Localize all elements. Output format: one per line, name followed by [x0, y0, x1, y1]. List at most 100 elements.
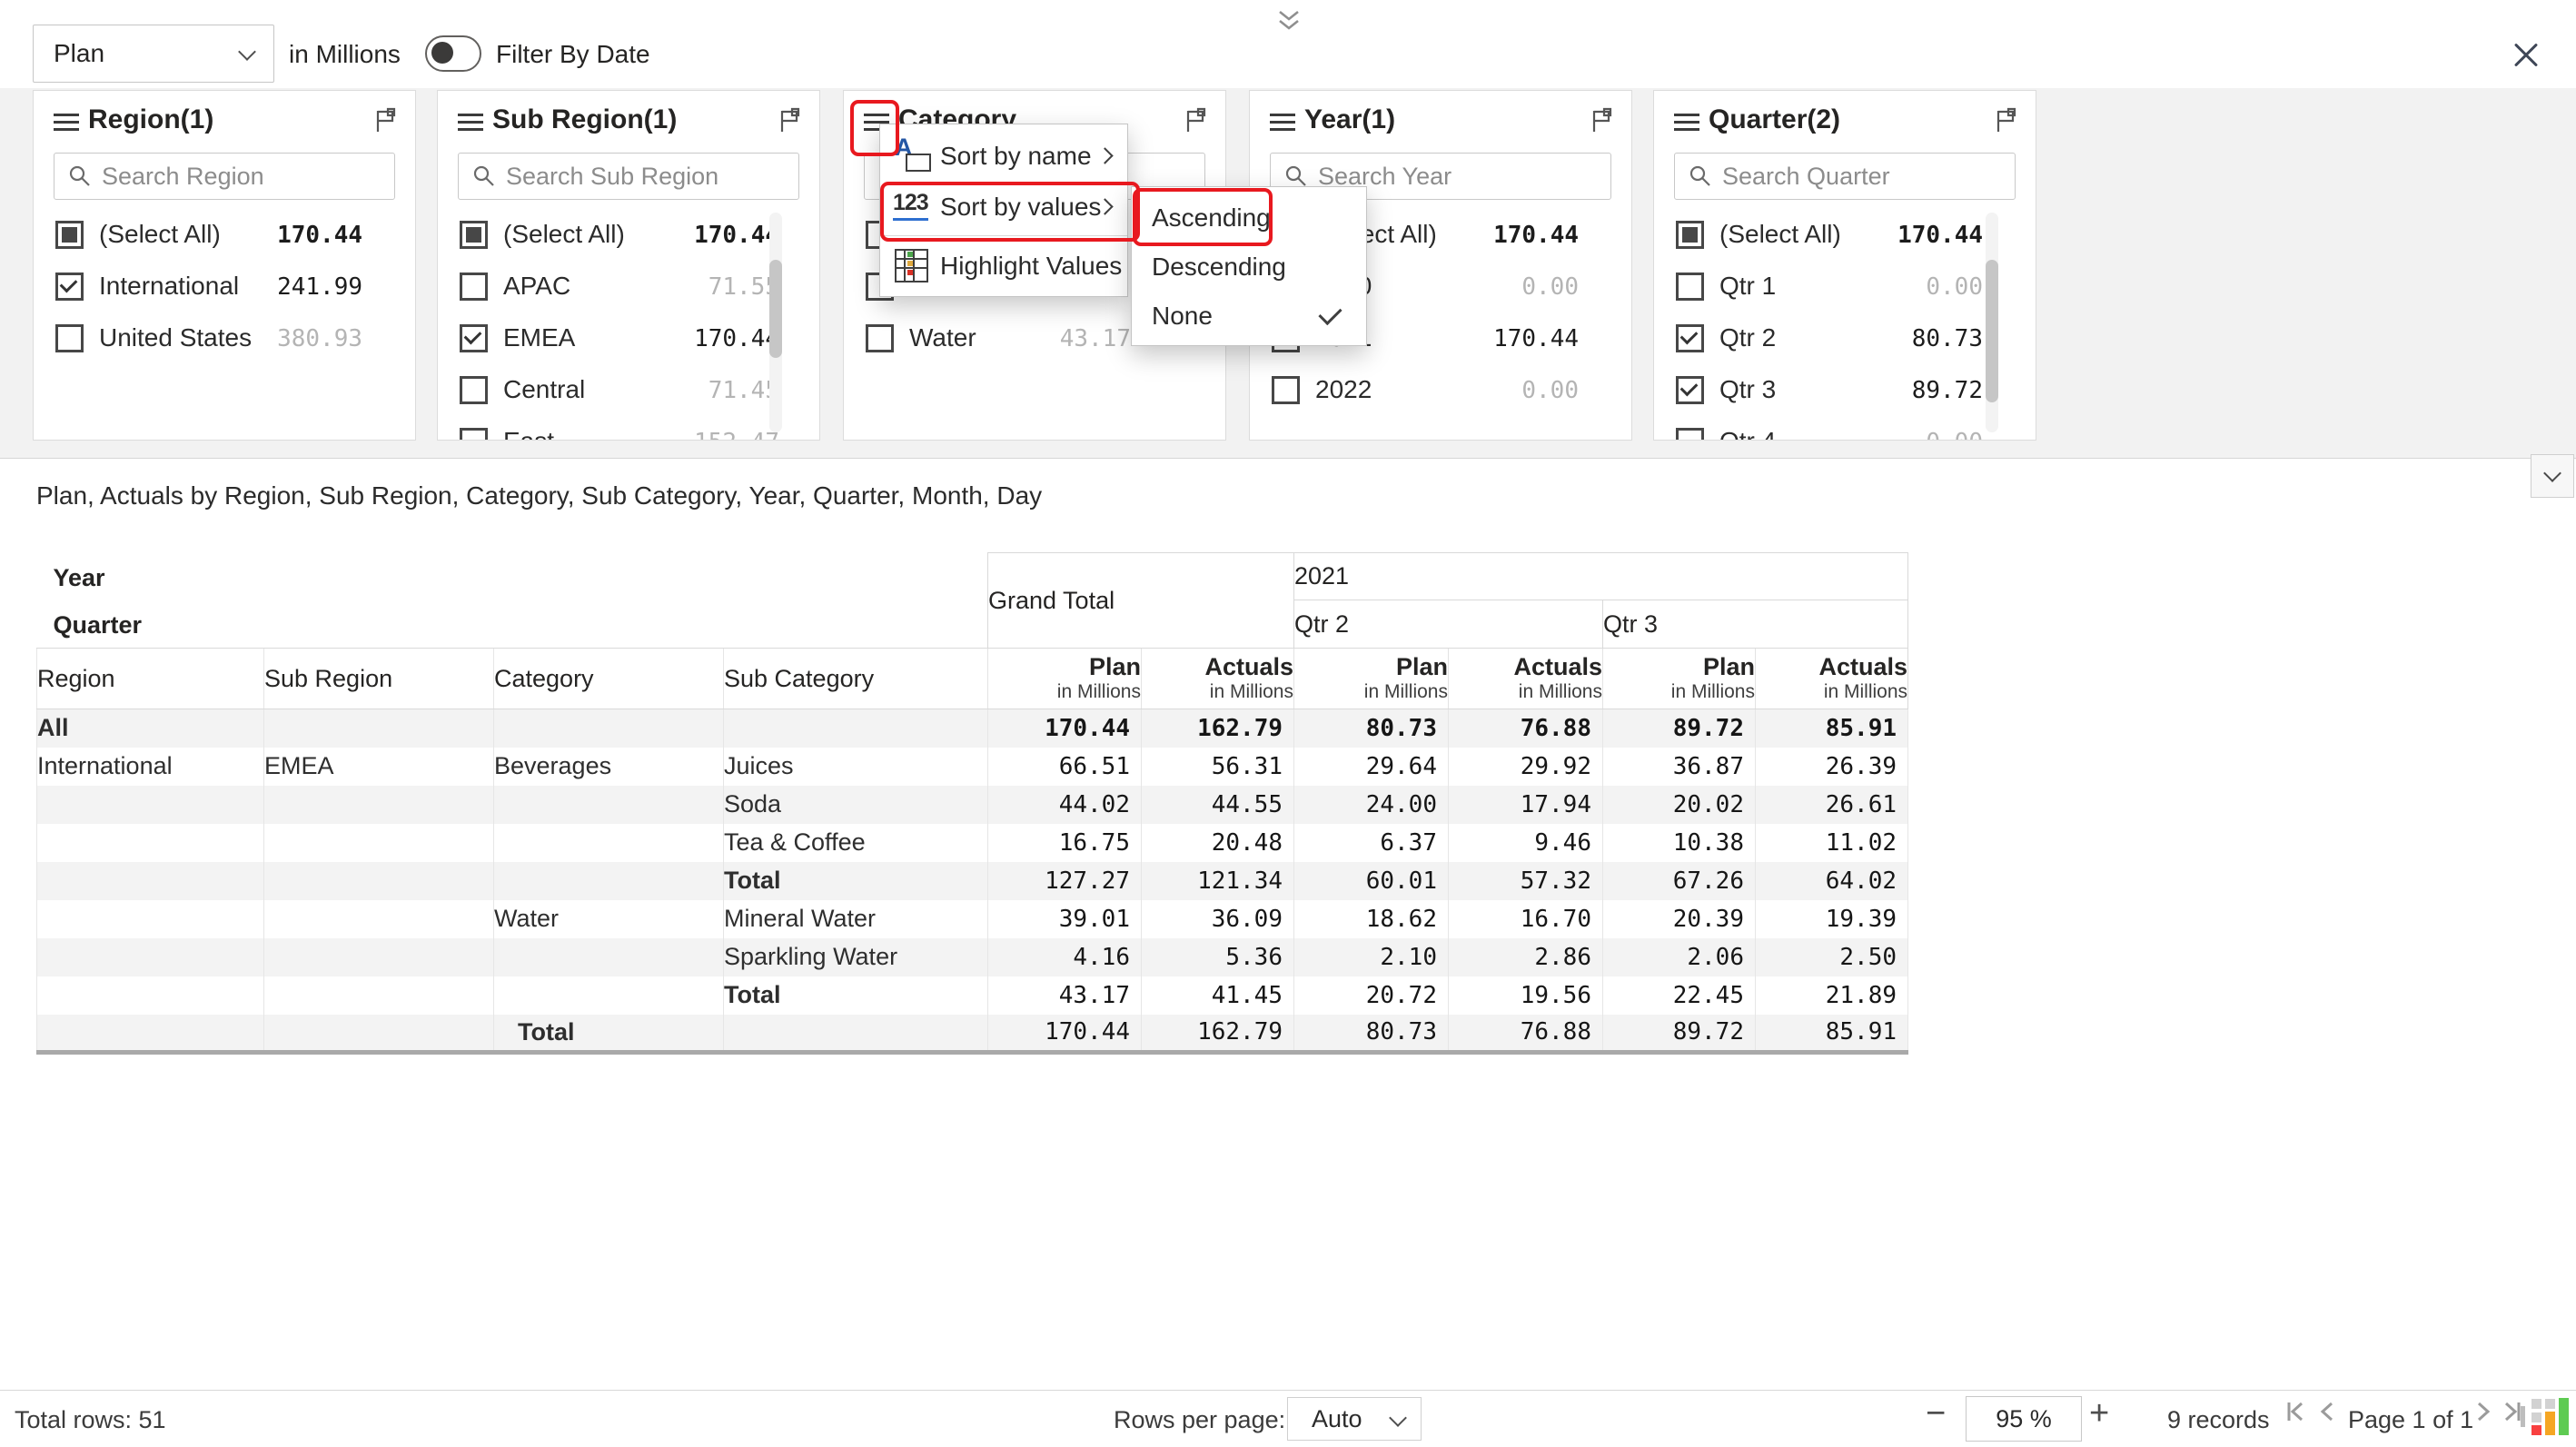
cell: 44.55: [1141, 785, 1294, 824]
rows-per-page-dropdown[interactable]: Auto: [1287, 1397, 1422, 1441]
measure-dropdown[interactable]: Plan: [33, 25, 274, 83]
slicer-item-label: East: [503, 427, 554, 440]
submenu-item-ascending[interactable]: Ascending: [1132, 193, 1366, 242]
slicer-item[interactable]: (Select All) 170.44: [34, 209, 415, 261]
submenu-item-label: None: [1152, 302, 1213, 330]
zoom-out-button[interactable]: −: [1926, 1394, 1947, 1432]
menu-item-sort-by-name[interactable]: A Sort by name: [880, 130, 1127, 181]
checkbox-checked[interactable]: [55, 273, 84, 301]
expand-filters-button[interactable]: [2531, 454, 2574, 498]
menu-item-highlight-values[interactable]: Highlight Values: [880, 240, 1127, 291]
cell: [493, 937, 724, 976]
cell: 5.36: [1141, 937, 1294, 976]
slicer-item[interactable]: East 152.47: [438, 416, 819, 440]
close-icon[interactable]: [2509, 38, 2543, 73]
table-row: Water Mineral Water 39.01 36.09 18.62 16…: [36, 899, 1909, 938]
slicer-item[interactable]: (Select All) 170.44: [438, 209, 819, 261]
slicer-panel-sub-region: Sub Region(1) (Select All) 170.44 APAC 7…: [437, 90, 820, 441]
checkbox-unchecked[interactable]: [1272, 376, 1300, 404]
slicer-item[interactable]: EMEA 170.44: [438, 312, 819, 364]
search-input[interactable]: [100, 157, 389, 195]
cell: [493, 823, 724, 862]
last-page-icon[interactable]: [2500, 1398, 2525, 1430]
table-row: Soda 44.02 44.55 24.00 17.94 20.02 26.61: [36, 785, 1909, 824]
submenu-item-descending[interactable]: Descending: [1132, 242, 1366, 291]
menu-icon[interactable]: [458, 114, 483, 135]
cell: 19.39: [1754, 899, 1909, 938]
cell: [36, 1014, 264, 1055]
slicer-item[interactable]: United States 380.93: [34, 312, 415, 364]
year-2021-header: 2021: [1293, 552, 1909, 600]
checkbox-partial[interactable]: [460, 221, 488, 249]
filter-by-date-toggle[interactable]: [425, 35, 481, 72]
slicer-panel-year: Year(1) (Select All) 170.44 2020 0.00 20…: [1249, 90, 1632, 441]
menu-icon[interactable]: [54, 114, 79, 135]
cell: [493, 709, 724, 748]
checkbox-unchecked[interactable]: [55, 324, 84, 352]
slicer-item[interactable]: Qtr 2 80.73: [1654, 312, 2036, 364]
search-input[interactable]: [504, 157, 793, 195]
collapse-panel-double-chevron-icon[interactable]: [1275, 9, 1303, 37]
checkbox-unchecked[interactable]: [460, 428, 488, 440]
checkbox-partial[interactable]: [1676, 221, 1704, 249]
slicer-item-label: 2022: [1315, 375, 1372, 403]
search-icon: [473, 165, 494, 186]
checkbox-unchecked[interactable]: [866, 324, 894, 352]
previous-page-icon[interactable]: [2316, 1398, 2338, 1430]
scrollbar-thumb[interactable]: [1986, 260, 1998, 402]
flag-icon[interactable]: [1994, 107, 2019, 134]
cell: 60.01: [1293, 861, 1449, 900]
cell: 4.16: [987, 937, 1142, 976]
slicer-item[interactable]: International 241.99: [34, 261, 415, 312]
flag-icon[interactable]: [1590, 107, 1615, 134]
menu-icon[interactable]: [1674, 114, 1699, 135]
slicer-item[interactable]: APAC 71.55: [438, 261, 819, 312]
slicer-item[interactable]: Qtr 3 89.72: [1654, 364, 2036, 416]
cell: 20.72: [1293, 976, 1449, 1015]
zoom-in-button[interactable]: +: [2089, 1394, 2110, 1432]
col-header-plan: Plan in Millions: [1602, 648, 1756, 709]
checkbox-checked[interactable]: [460, 324, 488, 352]
cell: 10.38: [1602, 823, 1756, 862]
slicer-item[interactable]: 2022 0.00: [1250, 364, 1631, 416]
cell: [36, 785, 264, 824]
cell: Juices: [723, 747, 988, 786]
checkbox-partial[interactable]: [55, 221, 84, 249]
slicer-item[interactable]: Central 71.45: [438, 364, 819, 416]
cell: 19.56: [1448, 976, 1603, 1015]
chart-view-icon[interactable]: [2519, 1396, 2571, 1440]
search-icon: [1689, 165, 1710, 186]
slicer-item[interactable]: Qtr 1 0.00: [1654, 261, 2036, 312]
cell: 41.45: [1141, 976, 1294, 1015]
flag-icon[interactable]: [373, 107, 399, 134]
next-page-icon[interactable]: [2472, 1398, 2494, 1430]
cell: [263, 709, 494, 748]
scrollbar-thumb[interactable]: [769, 260, 782, 358]
slicer-item[interactable]: Qtr 4 0.00: [1654, 416, 2036, 440]
slicer-item[interactable]: Water 43.17: [844, 312, 1225, 364]
first-page-icon[interactable]: [2283, 1398, 2308, 1430]
cell: All: [36, 709, 264, 748]
checkbox-checked[interactable]: [1676, 376, 1704, 404]
slicer-item[interactable]: (Select All) 170.44: [1654, 209, 2036, 261]
cell: [263, 899, 494, 938]
checkbox-unchecked[interactable]: [460, 273, 488, 301]
cell: Mineral Water: [723, 899, 988, 938]
checkbox-unchecked[interactable]: [1676, 273, 1704, 301]
menu-item-sort-by-values[interactable]: 123 Sort by values: [880, 181, 1127, 232]
menu-icon[interactable]: [864, 114, 889, 135]
checkbox-unchecked[interactable]: [460, 376, 488, 404]
search-input[interactable]: [1720, 157, 2009, 195]
zoom-level-input[interactable]: 95 %: [1966, 1396, 2082, 1442]
menu-icon[interactable]: [1270, 114, 1295, 135]
submenu-item-none[interactable]: None: [1132, 291, 1366, 340]
cell: [263, 1014, 494, 1055]
checkbox-checked[interactable]: [1676, 324, 1704, 352]
cell: Sparkling Water: [723, 937, 988, 976]
cell: [493, 976, 724, 1015]
checkbox-unchecked[interactable]: [1676, 428, 1704, 440]
cell: 26.61: [1754, 785, 1909, 824]
flag-icon[interactable]: [1184, 107, 1209, 134]
qtr3-header: Qtr 3: [1601, 600, 1909, 649]
flag-icon[interactable]: [778, 107, 803, 134]
